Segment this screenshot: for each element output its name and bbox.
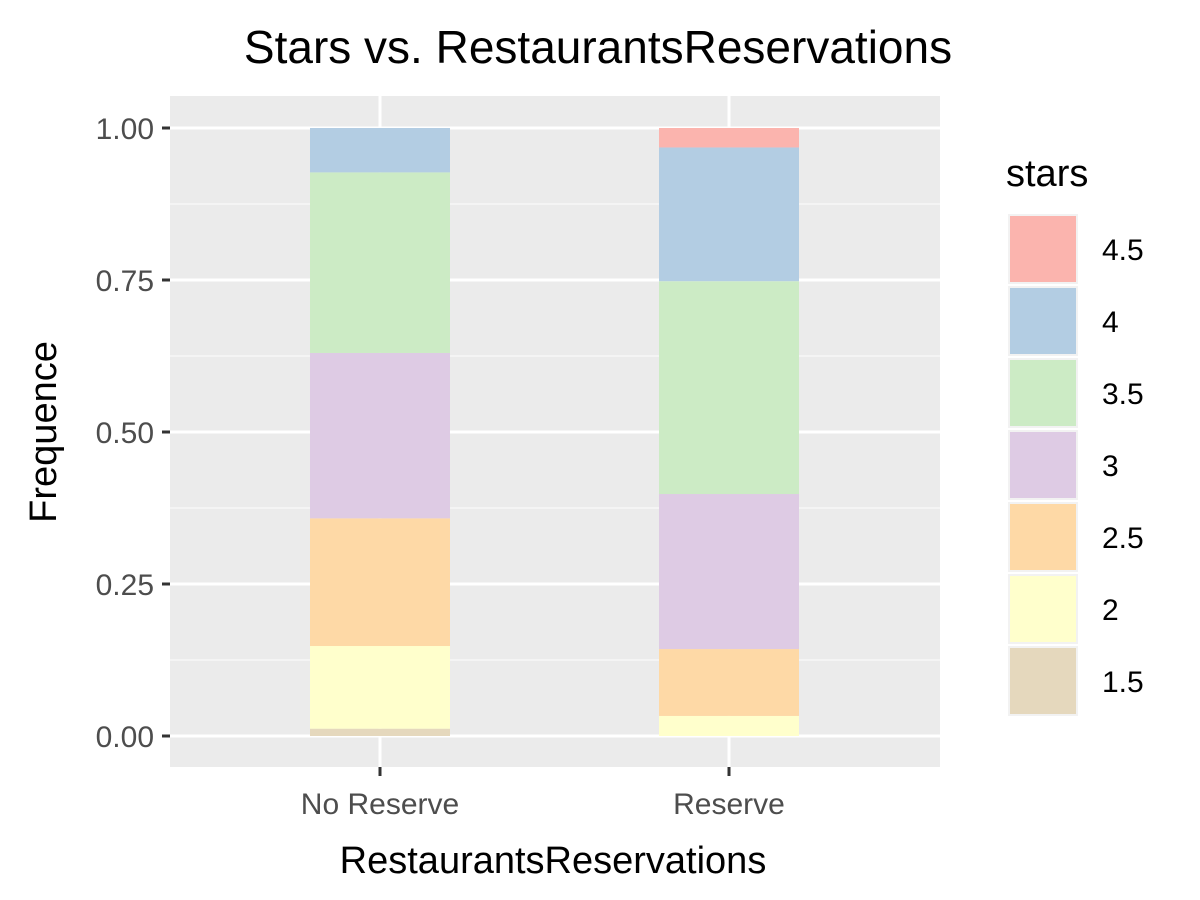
x-tick-label: No Reserve (301, 788, 459, 821)
legend: stars 4.5 4 3.5 3 2.5 2 1.5 (1006, 153, 1144, 716)
legend-label: 2 (1102, 594, 1119, 627)
x-tick-label: Reserve (673, 788, 785, 821)
legend-key (1010, 360, 1076, 426)
legend-key (1010, 504, 1076, 570)
y-tick-label: 1.00 (96, 113, 154, 146)
legend-label: 4 (1102, 306, 1119, 339)
bar-segment (659, 128, 799, 148)
axes: 0.00 0.25 0.50 0.75 1.00 No Reserve Reserve (96, 113, 785, 821)
legend-title: stars (1006, 153, 1088, 195)
legend-key (1010, 432, 1076, 498)
legend-label: 1.5 (1102, 666, 1144, 699)
legend-label: 4.5 (1102, 234, 1144, 267)
y-tick-label: 0.75 (96, 265, 154, 298)
legend-key (1010, 216, 1076, 282)
legend-key (1010, 648, 1076, 714)
legend-label: 2.5 (1102, 522, 1144, 555)
y-tick-label: 0.25 (96, 569, 154, 602)
bar-segment (310, 128, 450, 173)
bar-segment (659, 147, 799, 282)
bar-segment (310, 646, 450, 729)
bar-segment (659, 649, 799, 716)
bar-segment (659, 715, 799, 736)
legend-label: 3 (1102, 450, 1119, 483)
y-tick-label: 0.50 (96, 417, 154, 450)
legend-key (1010, 576, 1076, 642)
chart-title: Stars vs. RestaurantsReservations (244, 21, 952, 73)
y-axis-title: Frequence (23, 341, 65, 523)
y-tick-label: 0.00 (96, 721, 154, 754)
bar-segment (310, 518, 450, 647)
bar-segment (310, 172, 450, 353)
bar-segment (310, 728, 450, 736)
legend-key (1010, 288, 1076, 354)
bar-segment (659, 281, 799, 495)
bar-segment (310, 352, 450, 519)
bar-segment (659, 494, 799, 650)
bars (310, 128, 799, 736)
x-axis-title: RestaurantsReservations (340, 840, 767, 882)
legend-label: 3.5 (1102, 378, 1144, 411)
